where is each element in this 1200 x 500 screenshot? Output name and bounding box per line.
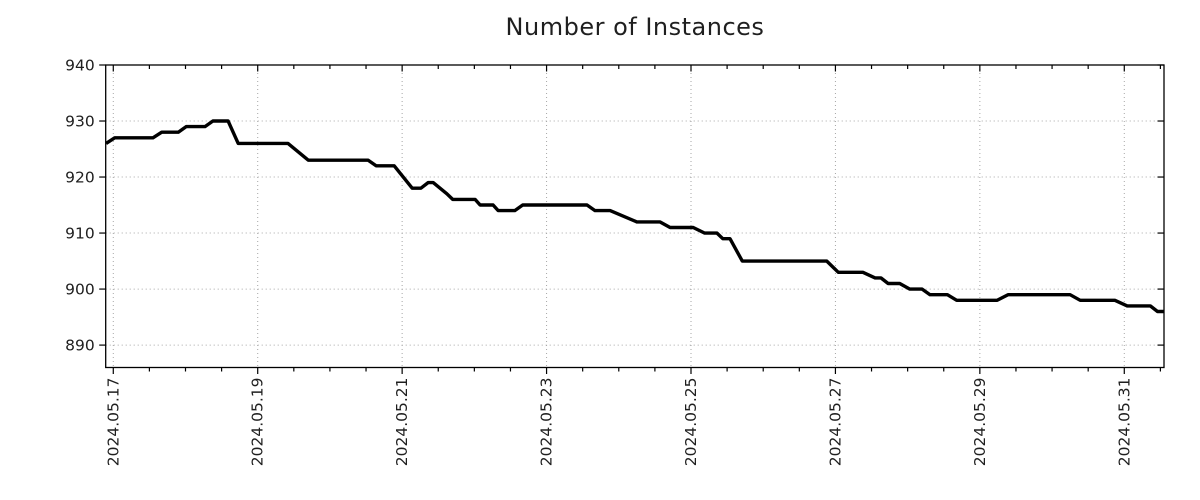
chart-title: Number of Instances (505, 13, 765, 41)
x-tick-label: 2024.05.19 (249, 378, 267, 467)
x-tick-label: 2024.05.31 (1115, 378, 1133, 467)
x-tick-label: 2024.05.25 (682, 378, 700, 467)
x-tick-label: 2024.05.21 (393, 378, 411, 467)
data-series (105, 119, 1164, 314)
y-tick-label: 940 (65, 57, 95, 75)
tick-marks (99, 64, 1164, 374)
data-line (105, 119, 1164, 314)
plot-border (105, 64, 1165, 369)
grid-lines (105, 64, 1164, 368)
tick-labels: 890 900 910 920 930 940 2024.05.17 2024.05.19 20… (65, 57, 1133, 467)
y-tick-label: 920 (65, 169, 95, 187)
x-tick-label: 2024.05.29 (971, 378, 989, 467)
y-tick-label: 930 (65, 113, 95, 131)
x-tick-label: 2024.05.27 (826, 378, 844, 467)
y-tick-label: 900 (65, 281, 95, 299)
y-tick-label: 890 (65, 337, 95, 355)
x-tick-label: 2024.05.23 (538, 378, 556, 467)
axes (105, 64, 1165, 369)
y-tick-label: 910 (65, 225, 95, 243)
x-tick-label: 2024.05.17 (104, 378, 122, 467)
